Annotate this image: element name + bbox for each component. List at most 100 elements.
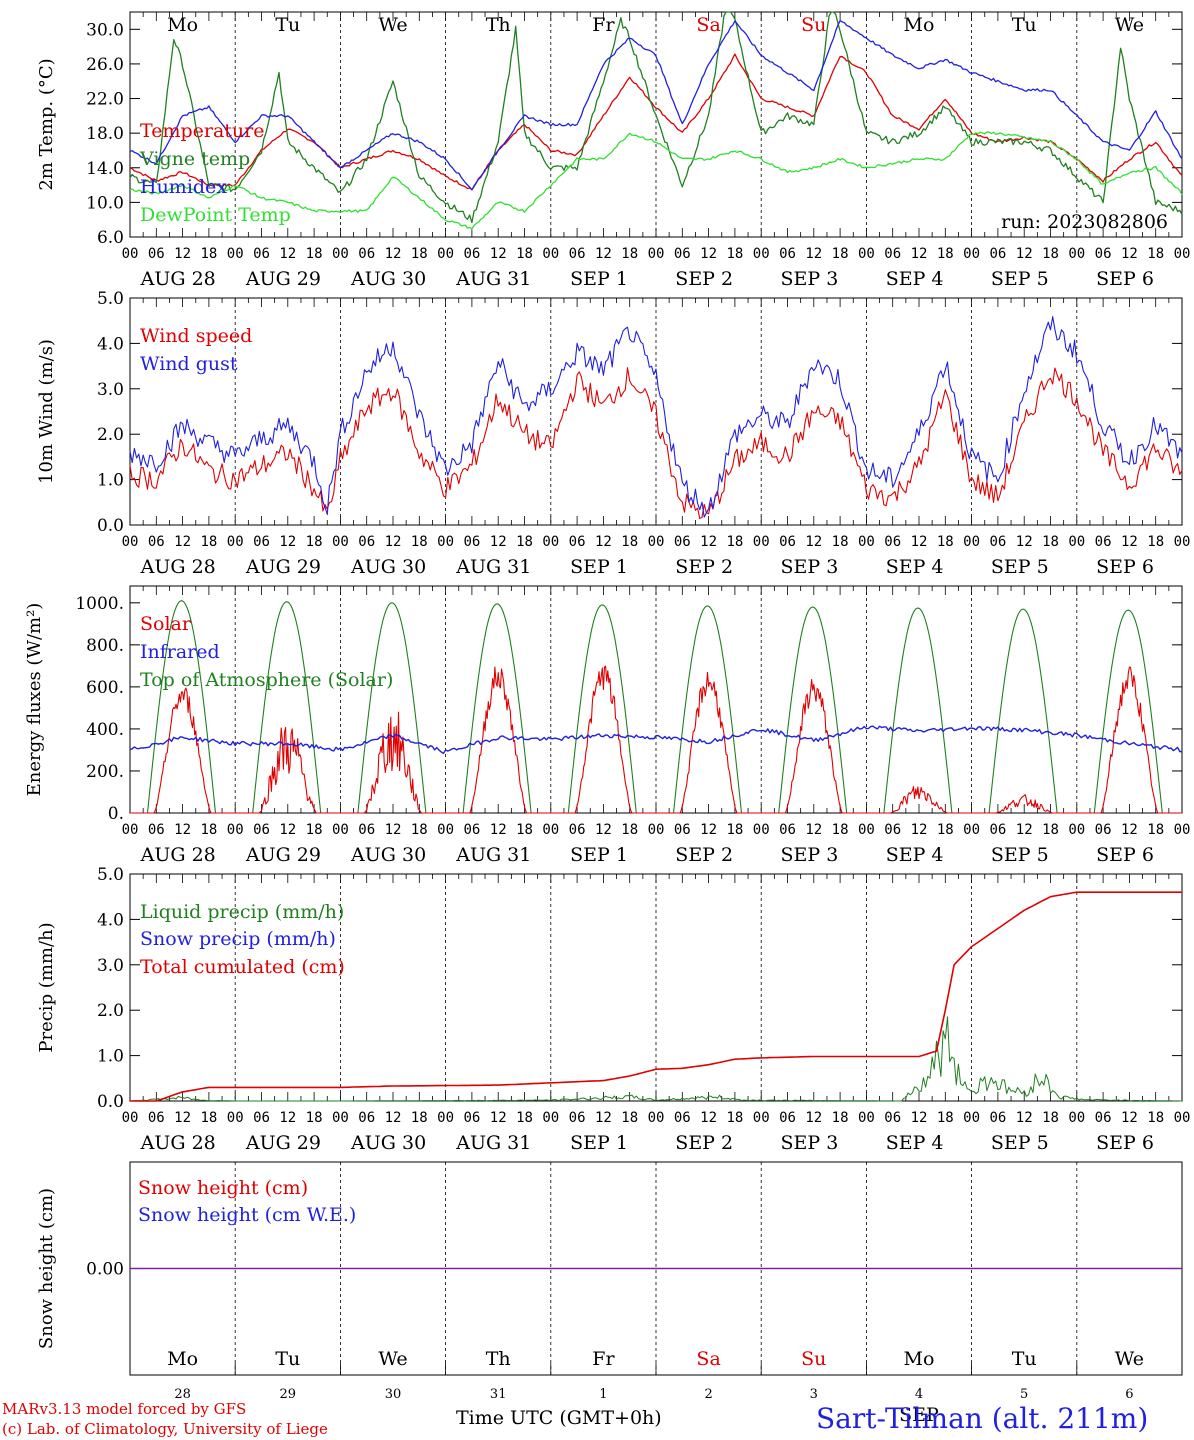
- hour-label: 18: [937, 534, 954, 550]
- y-tick-label: 6.0: [97, 228, 124, 248]
- day-number: 4: [915, 1387, 923, 1402]
- hour-label: 06: [1095, 1110, 1112, 1126]
- hour-label: 12: [700, 246, 717, 262]
- hour-label: 12: [595, 822, 612, 838]
- y-tick-label: 600.: [86, 678, 124, 698]
- hour-label: 00: [648, 534, 665, 550]
- hour-label: 18: [516, 534, 533, 550]
- hour-label: 00: [332, 534, 349, 550]
- legend-entry: Solar: [140, 613, 192, 635]
- legend-entry: Snow height (cm W.E.): [138, 1204, 356, 1226]
- hour-label: 06: [989, 822, 1006, 838]
- hour-label: 00: [1174, 1110, 1191, 1126]
- hour-label: 06: [674, 1110, 691, 1126]
- day-name: Tu: [1012, 14, 1037, 36]
- date-label: AUG 31: [455, 268, 531, 290]
- run-label: run: 2023082806: [1001, 211, 1168, 233]
- hour-label: 06: [463, 246, 480, 262]
- date-label: SEP 1: [570, 1132, 628, 1154]
- hour-label: 00: [753, 534, 770, 550]
- hour-label: 06: [463, 1110, 480, 1126]
- hour-label: 12: [911, 534, 928, 550]
- day-name: Tu: [275, 1348, 300, 1370]
- hour-label: 18: [1042, 1110, 1059, 1126]
- series-line-liquid-precip: [129, 1016, 1182, 1102]
- hour-label: 06: [148, 246, 165, 262]
- hour-label: 06: [253, 534, 270, 550]
- date-label: SEP 2: [675, 268, 733, 290]
- hour-label: 12: [911, 1110, 928, 1126]
- y-tick-label: 1.0: [97, 1047, 124, 1067]
- day-name: We: [1115, 14, 1144, 36]
- hour-label: 12: [1016, 822, 1033, 838]
- date-label: SEP 6: [1096, 268, 1154, 290]
- hour-label: 00: [858, 534, 875, 550]
- hour-label: 06: [463, 534, 480, 550]
- day-number: 2: [704, 1387, 712, 1402]
- hour-label: 06: [779, 246, 796, 262]
- hour-label: 18: [726, 534, 743, 550]
- hour-label: 18: [200, 246, 217, 262]
- legend-entry: Top of Atmosphere (Solar): [140, 669, 393, 691]
- date-label: SEP 4: [886, 844, 944, 866]
- hour-label: 00: [437, 822, 454, 838]
- day-name: Fr: [592, 1348, 615, 1370]
- day-name: Th: [486, 14, 511, 36]
- hour-label: 12: [911, 822, 928, 838]
- hour-label: 18: [832, 246, 849, 262]
- series-line-wind-speed: [129, 367, 1183, 520]
- hour-label: 18: [200, 1110, 217, 1126]
- date-label: SEP 2: [675, 556, 733, 578]
- date-label: SEP 3: [781, 1132, 839, 1154]
- date-label: SEP 4: [886, 556, 944, 578]
- hour-label: 12: [595, 534, 612, 550]
- hour-label: 12: [805, 822, 822, 838]
- day-name: Fr: [592, 14, 615, 36]
- hour-label: 18: [832, 822, 849, 838]
- hour-label: 18: [306, 822, 323, 838]
- day-number: 6: [1125, 1387, 1133, 1402]
- date-label: AUG 30: [350, 268, 426, 290]
- hour-label: 00: [332, 822, 349, 838]
- y-tick-label: 3.0: [97, 956, 124, 976]
- x-axis-title: Time UTC (GMT+0h): [456, 1407, 662, 1429]
- model-credit: MARv3.13 model forced by GFS: [2, 1400, 247, 1418]
- y-axis-title: Energy fluxes (W/m²): [24, 603, 45, 797]
- day-name: Mo: [904, 1348, 935, 1370]
- y-tick-label: 3.0: [97, 380, 124, 400]
- day-name: Mo: [904, 14, 935, 36]
- day-name: Tu: [1012, 1348, 1037, 1370]
- hour-label: 06: [1095, 822, 1112, 838]
- hour-label: 12: [174, 822, 191, 838]
- day-name: We: [1115, 1348, 1144, 1370]
- hour-label: 12: [595, 1110, 612, 1126]
- hour-label: 00: [753, 1110, 770, 1126]
- hour-label: 06: [253, 246, 270, 262]
- hour-label: 12: [174, 246, 191, 262]
- hour-label: 00: [1068, 822, 1085, 838]
- hour-label: 00: [1174, 822, 1191, 838]
- date-label: SEP 5: [991, 556, 1049, 578]
- hour-label: 06: [148, 822, 165, 838]
- hour-label: 00: [648, 246, 665, 262]
- hour-label: 06: [253, 822, 270, 838]
- hour-label: 06: [569, 534, 586, 550]
- hour-label: 00: [542, 534, 559, 550]
- date-label: SEP 2: [675, 844, 733, 866]
- hour-label: 00: [227, 1110, 244, 1126]
- hour-label: 06: [1095, 246, 1112, 262]
- day-number: 29: [280, 1387, 297, 1402]
- date-label: SEP 1: [570, 844, 628, 866]
- lab-credit: (c) Lab. of Climatology, University of L…: [2, 1420, 328, 1438]
- date-label: AUG 31: [455, 844, 531, 866]
- hour-label: 06: [884, 1110, 901, 1126]
- day-name: Tu: [275, 14, 300, 36]
- hour-label: 18: [1042, 822, 1059, 838]
- y-tick-label: 800.: [86, 636, 124, 656]
- date-label: SEP 6: [1096, 844, 1154, 866]
- hour-label: 00: [437, 246, 454, 262]
- date-label: AUG 28: [140, 556, 216, 578]
- legend-entry: Wind gust: [140, 353, 238, 375]
- y-tick-label: 22.0: [86, 90, 124, 110]
